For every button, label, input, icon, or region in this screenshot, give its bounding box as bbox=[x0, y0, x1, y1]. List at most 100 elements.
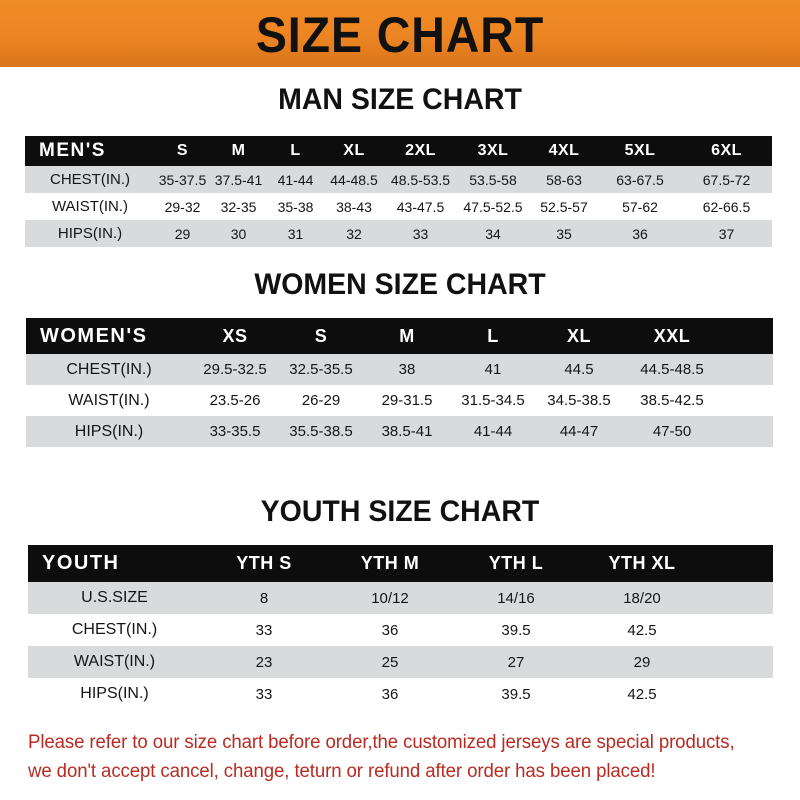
table-cell: 48.5-53.5 bbox=[390, 171, 451, 188]
table-row: CHEST(IN.) 33 36 39.5 42.5 bbox=[28, 614, 773, 646]
table-cell: 44.5 bbox=[564, 361, 594, 378]
table-cell: 14/16 bbox=[497, 589, 535, 607]
man-col-header: M bbox=[231, 142, 246, 159]
youth-col-header: YTH S bbox=[236, 553, 292, 573]
youth-section-title: YOUTH SIZE CHART bbox=[260, 495, 540, 528]
table-row: HIPS(IN.) 29 30 31 32 33 34 35 36 37 bbox=[25, 220, 772, 247]
youth-table-header-row: YOUTH YTH S YTH M YTH L YTH XL bbox=[28, 545, 773, 582]
table-cell: 34.5-38.5 bbox=[547, 392, 611, 409]
table-cell: 23.5-26 bbox=[209, 392, 261, 409]
table-cell-spacer bbox=[722, 416, 773, 447]
table-cell: 10/12 bbox=[371, 589, 409, 607]
man-col-header: S bbox=[176, 142, 189, 159]
table-row: U.S.SIZE 8 10/12 14/16 18/20 bbox=[28, 582, 773, 614]
table-cell: 35.5-38.5 bbox=[289, 423, 353, 440]
table-cell: 30 bbox=[230, 225, 247, 242]
table-cell: 32.5-35.5 bbox=[289, 361, 353, 378]
table-cell-spacer bbox=[705, 582, 773, 614]
table-row: WAIST(IN.) 23 25 27 29 bbox=[28, 646, 773, 678]
table-cell: 31.5-34.5 bbox=[461, 392, 525, 409]
table-cell-spacer bbox=[705, 646, 773, 678]
table-cell: 47.5-52.5 bbox=[463, 198, 523, 215]
man-col-header: 5XL bbox=[624, 142, 656, 159]
table-cell: 25 bbox=[381, 653, 399, 671]
table-cell: 32-35 bbox=[220, 198, 257, 215]
man-col-header: XL bbox=[343, 142, 365, 159]
man-col-header: L bbox=[290, 142, 301, 159]
table-cell: 36 bbox=[381, 685, 399, 703]
table-cell: 44-48.5 bbox=[330, 171, 378, 188]
women-col-header: S bbox=[314, 325, 328, 346]
table-cell: 23 bbox=[255, 653, 273, 671]
table-cell-spacer bbox=[705, 678, 773, 710]
footer-note-line-1: Please refer to our size chart before or… bbox=[28, 732, 735, 753]
table-cell: 44.5-48.5 bbox=[640, 361, 704, 378]
table-cell: 33 bbox=[255, 621, 273, 639]
table-cell: 62-66.5 bbox=[702, 198, 751, 215]
table-cell-spacer bbox=[722, 385, 773, 416]
table-row: CHEST(IN.) 29.5-32.5 32.5-35.5 38 41 44.… bbox=[26, 354, 773, 385]
table-row: WAIST(IN.) 29-32 32-35 35-38 38-43 43-47… bbox=[25, 193, 772, 220]
table-cell: 63-67.5 bbox=[616, 171, 664, 188]
footer-note: Please refer to our size chart before or… bbox=[28, 728, 765, 786]
row-label: WAIST(IN.) bbox=[73, 653, 156, 670]
women-col-header: M bbox=[399, 325, 415, 346]
table-cell: 37 bbox=[718, 225, 735, 242]
page-banner: SIZE CHART bbox=[0, 0, 800, 67]
table-cell: 33-35.5 bbox=[209, 423, 261, 440]
row-label: U.S.SIZE bbox=[81, 589, 148, 606]
youth-size-table: YOUTH YTH S YTH M YTH L YTH XL U.S.SIZE … bbox=[28, 545, 773, 710]
table-cell: 58-63 bbox=[546, 171, 582, 188]
table-cell: 53.5-58 bbox=[469, 171, 517, 188]
table-cell: 18/20 bbox=[623, 589, 661, 607]
table-cell: 38.5-41 bbox=[381, 423, 433, 440]
man-header-label: MEN'S bbox=[39, 140, 106, 161]
table-cell: 35-38 bbox=[277, 198, 314, 215]
table-cell: 35-37.5 bbox=[158, 171, 207, 188]
footer-note-line-2: we don't accept cancel, change, teturn o… bbox=[28, 761, 656, 782]
women-col-header: XL bbox=[566, 325, 591, 346]
man-table-header-row: MEN'S S M L XL 2XL 3XL 4XL 5XL 6XL bbox=[25, 136, 772, 166]
table-cell: 38 bbox=[398, 361, 416, 378]
table-cell-spacer bbox=[722, 354, 773, 385]
table-cell: 36 bbox=[381, 621, 399, 639]
table-row: HIPS(IN.) 33 36 39.5 42.5 bbox=[28, 678, 773, 710]
row-label: HIPS(IN.) bbox=[74, 422, 144, 440]
table-cell: 33 bbox=[412, 225, 429, 242]
youth-col-header: YTH M bbox=[360, 553, 420, 573]
man-col-header: 6XL bbox=[711, 142, 742, 159]
women-size-table: WOMEN'S XS S M L XL XXL CHEST(IN.) 29.5-… bbox=[26, 318, 773, 447]
table-cell: 52.5-57 bbox=[540, 198, 588, 215]
man-section-title: MAN SIZE CHART bbox=[278, 83, 522, 116]
women-col-header: XXL bbox=[653, 325, 691, 346]
table-cell: 29 bbox=[633, 653, 651, 671]
table-cell: 42.5 bbox=[627, 685, 657, 703]
table-cell: 47-50 bbox=[652, 423, 692, 440]
women-table-header-row: WOMEN'S XS S M L XL XXL bbox=[26, 318, 773, 354]
table-cell: 39.5 bbox=[501, 621, 531, 639]
table-cell: 26-29 bbox=[301, 392, 341, 409]
man-size-table: MEN'S S M L XL 2XL 3XL 4XL 5XL 6XL CHEST… bbox=[25, 136, 772, 247]
row-label: CHEST(IN.) bbox=[66, 360, 152, 378]
youth-col-header-spacer bbox=[705, 545, 773, 582]
table-cell: 43-47.5 bbox=[396, 198, 445, 215]
row-label: HIPS(IN.) bbox=[57, 225, 123, 242]
table-cell: 67.5-72 bbox=[702, 171, 751, 188]
table-cell: 41-44 bbox=[277, 171, 314, 188]
table-cell: 39.5 bbox=[501, 685, 531, 703]
table-cell: 29 bbox=[174, 225, 191, 242]
row-label: WAIST(IN.) bbox=[51, 198, 129, 215]
women-section-title: WOMEN SIZE CHART bbox=[254, 268, 546, 301]
table-cell: 32 bbox=[346, 225, 362, 242]
women-header-label: WOMEN'S bbox=[40, 324, 148, 347]
table-cell: 42.5 bbox=[627, 621, 657, 639]
row-label: WAIST(IN.) bbox=[68, 391, 150, 409]
page-title: SIZE CHART bbox=[255, 6, 545, 63]
table-row: CHEST(IN.) 35-37.5 37.5-41 41-44 44-48.5… bbox=[25, 166, 772, 193]
row-label: CHEST(IN.) bbox=[50, 171, 130, 188]
man-col-header: 4XL bbox=[548, 142, 580, 159]
table-cell-spacer bbox=[705, 614, 773, 646]
table-cell: 29.5-32.5 bbox=[203, 361, 267, 378]
table-cell: 35 bbox=[556, 225, 572, 242]
